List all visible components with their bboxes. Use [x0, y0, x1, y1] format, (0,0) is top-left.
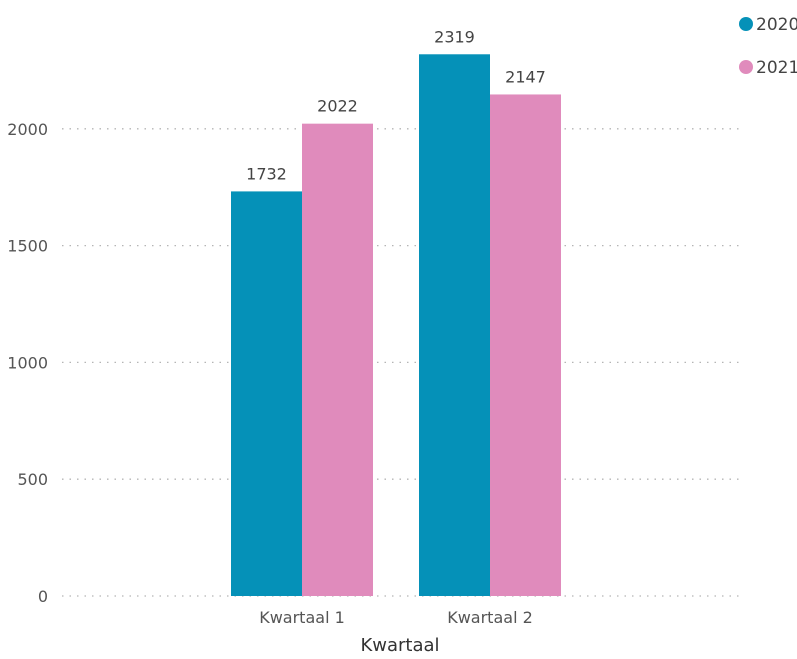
y-tick-label: 0: [38, 587, 48, 606]
gridlines: [62, 128, 740, 597]
data-label: 2319: [434, 27, 475, 46]
legend-label[interactable]: 2021: [756, 58, 797, 78]
bar-2021-1[interactable]: [302, 123, 373, 596]
bar-2020-2[interactable]: [419, 54, 490, 596]
y-tick-label: 1000: [7, 353, 48, 372]
data-label: 2147: [505, 67, 546, 86]
bars: [231, 54, 561, 597]
x-tick-label: Kwartaal 1: [259, 608, 345, 627]
y-tick-label: 500: [17, 470, 48, 489]
data-label: 1732: [246, 164, 287, 183]
data-labels: 1732 2022 2319 2147: [246, 27, 546, 183]
x-tick-label: Kwartaal 2: [447, 608, 533, 627]
legend-label[interactable]: 2020: [756, 15, 797, 35]
y-tick-label: 2000: [7, 120, 48, 139]
y-tick-label: 1500: [7, 237, 48, 256]
y-axis-ticks: 0 500 1000 1500 2000: [7, 120, 48, 606]
bar-2020-1[interactable]: [231, 191, 302, 597]
data-label: 2022: [317, 97, 358, 116]
legend-marker[interactable]: [739, 17, 753, 31]
legend-marker[interactable]: [739, 60, 753, 74]
x-axis-title: Kwartaal: [360, 635, 439, 655]
legend: 2020 2021: [739, 15, 797, 78]
bar-2021-2[interactable]: [490, 94, 561, 596]
x-axis-ticks: Kwartaal 1 Kwartaal 2: [259, 608, 533, 627]
